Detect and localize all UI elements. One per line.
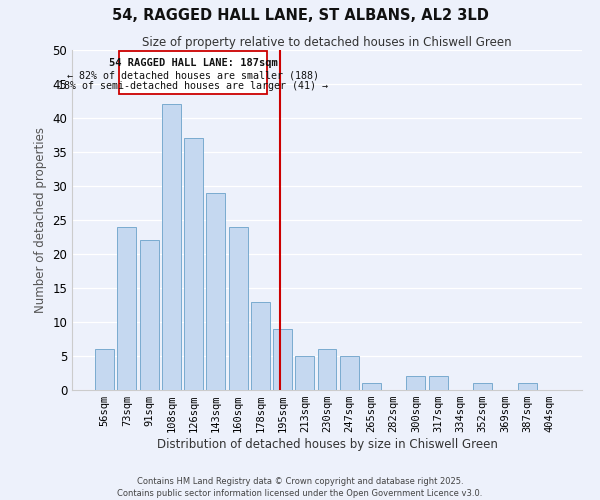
Bar [273,329,292,390]
Bar [140,240,158,390]
Text: 54 RAGGED HALL LANE: 187sqm: 54 RAGGED HALL LANE: 187sqm [109,58,277,68]
Bar [229,227,248,390]
Text: Contains HM Land Registry data © Crown copyright and database right 2025.
Contai: Contains HM Land Registry data © Crown c… [118,476,482,498]
Y-axis label: Number of detached properties: Number of detached properties [34,127,47,313]
Title: Size of property relative to detached houses in Chiswell Green: Size of property relative to detached ho… [142,36,512,49]
Bar [206,193,225,390]
Text: 18% of semi-detached houses are larger (41) →: 18% of semi-detached houses are larger (… [58,82,328,92]
Bar [518,383,536,390]
Text: ← 82% of detached houses are smaller (188): ← 82% of detached houses are smaller (18… [67,70,319,81]
Bar [95,349,114,390]
X-axis label: Distribution of detached houses by size in Chiswell Green: Distribution of detached houses by size … [157,438,497,451]
Bar [340,356,359,390]
Bar [184,138,203,390]
Bar [362,383,381,390]
Bar [119,52,267,94]
Bar [118,227,136,390]
Bar [429,376,448,390]
Bar [406,376,425,390]
Bar [317,349,337,390]
Bar [473,383,492,390]
Bar [162,104,181,390]
Bar [295,356,314,390]
Bar [251,302,270,390]
Text: 54, RAGGED HALL LANE, ST ALBANS, AL2 3LD: 54, RAGGED HALL LANE, ST ALBANS, AL2 3LD [112,8,488,22]
